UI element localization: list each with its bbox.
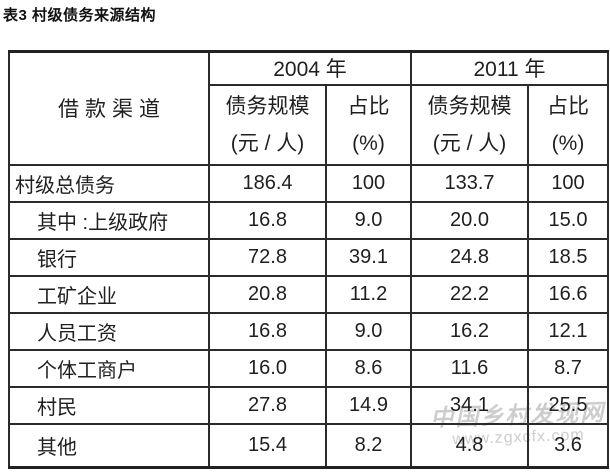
cell-value: 15.0: [527, 200, 609, 240]
cell-value: 25.5: [527, 385, 609, 425]
row-label: 村级总债务: [8, 163, 210, 203]
cell-value: 8.2: [325, 422, 412, 469]
row-label: 工矿企业: [8, 274, 210, 314]
debt-source-table: 借款渠道 2004 年 2011 年 债务规模 (元 / 人) 占比 (%) 债…: [8, 50, 609, 469]
scale-label: 债务规模: [225, 94, 310, 118]
cell-value: 8.7: [527, 348, 609, 388]
cell-value: 186.4: [208, 163, 327, 203]
table-row: 村民 27.8 14.9 34.1 25.5: [8, 385, 609, 425]
share-label: 占比: [347, 94, 390, 118]
page-title: 表3 村级债务来源结构: [3, 7, 157, 24]
cell-value: 16.6: [527, 274, 609, 314]
header-row-years: 借款渠道 2004 年 2011 年: [8, 50, 609, 166]
header-year-2004: 2004 年: [208, 50, 412, 86]
cell-value: 133.7: [410, 163, 529, 203]
row-label: 村民: [8, 385, 210, 425]
table-row: 个体工商户 16.0 8.6 11.6 8.7: [8, 348, 609, 388]
cell-value: 24.8: [410, 237, 529, 277]
cell-value: 100: [325, 163, 412, 203]
header-row-metrics: 债务规模 (元 / 人) 占比 (%) 债务规模 (元 / 人) 占比 (%): [9, 83, 609, 166]
cell-value: 11.6: [410, 348, 529, 388]
table-row: 人员工资 16.8 9.0 16.2 12.1: [8, 311, 609, 351]
cell-value: 100: [527, 163, 609, 203]
cell-value: 20.8: [208, 274, 327, 314]
cell-value: 15.4: [208, 422, 327, 469]
share-unit: (%): [551, 131, 585, 155]
cell-value: 12.1: [527, 311, 609, 351]
header-share-2004: 占比 (%): [325, 83, 412, 166]
table-row: 其他 15.4 8.2 4.8 3.6: [8, 422, 609, 469]
cell-value: 11.2: [325, 274, 412, 314]
header-year-2011: 2011 年: [410, 50, 609, 86]
row-label: 个体工商户: [8, 348, 210, 388]
table-row: 其中 :上级政府 16.8 9.0 20.0 15.0: [8, 200, 609, 240]
share-label: 占比: [547, 94, 589, 118]
cell-value: 3.6: [527, 422, 609, 469]
scale-label: 债务规模: [427, 94, 512, 118]
cell-value: 27.8: [208, 385, 327, 425]
cell-value: 9.0: [325, 311, 412, 351]
cell-value: 16.8: [208, 311, 327, 351]
row-label: 人员工资: [8, 311, 210, 351]
cell-value: 34.1: [410, 385, 529, 425]
row-label: 银行: [8, 237, 210, 277]
scale-unit: (元 / 人): [432, 131, 507, 155]
cell-value: 16.2: [410, 311, 529, 351]
table-row: 工矿企业 20.8 11.2 22.2 16.6: [8, 274, 609, 314]
cell-value: 9.0: [325, 200, 412, 240]
cell-value: 14.9: [325, 385, 412, 425]
header-channel: 借款渠道: [8, 50, 210, 166]
cell-value: 16.0: [208, 348, 327, 388]
header-scale-2004: 债务规模 (元 / 人): [208, 83, 327, 166]
cell-value: 39.1: [325, 237, 412, 277]
row-label: 其他: [8, 422, 210, 469]
cell-value: 20.0: [410, 200, 529, 240]
row-label: 其中 :上级政府: [8, 200, 210, 240]
cell-value: 18.5: [527, 237, 609, 277]
header-scale-2011: 债务规模 (元 / 人): [410, 83, 529, 166]
cell-value: 72.8: [208, 237, 327, 277]
table-row: 银行 72.8 39.1 24.8 18.5: [8, 237, 609, 277]
scale-unit: (元 / 人): [230, 131, 305, 155]
table-row: 村级总债务 186.4 100 133.7 100: [8, 163, 609, 203]
cell-value: 4.8: [410, 422, 529, 469]
cell-value: 16.8: [208, 200, 327, 240]
cell-value: 8.6: [325, 348, 412, 388]
cell-value: 22.2: [410, 274, 529, 314]
share-unit: (%): [352, 131, 385, 155]
header-share-2011: 占比 (%): [527, 83, 609, 166]
